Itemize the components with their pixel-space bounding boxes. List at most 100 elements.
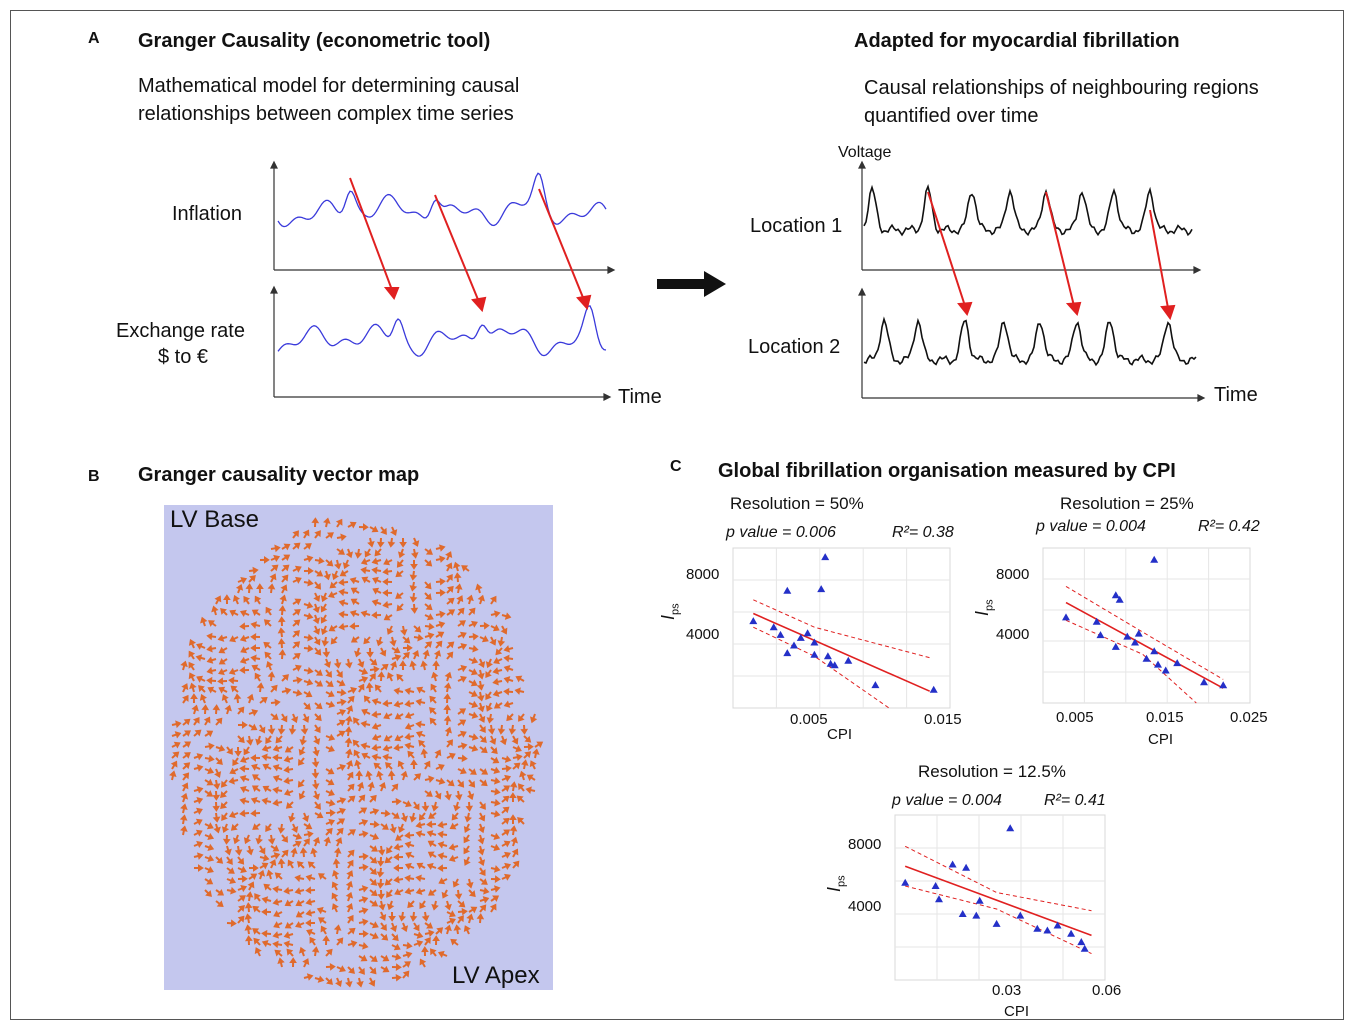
chart-3-xlabel: CPI [1004,1003,1030,1020]
vector-arrowhead [299,847,308,854]
chart-3-points [901,824,1089,952]
vector-arrowhead [379,649,387,657]
vector-arrowhead [430,683,438,691]
vector-arrowhead [450,938,458,946]
vector-arrowhead [239,775,247,783]
vector-arrowhead [272,753,279,762]
vector-arrowhead [389,640,397,647]
vector-arrowhead [315,702,323,710]
vector-arrowhead [240,865,247,874]
vector-arrowhead [404,711,412,719]
vector-arrowhead [294,598,302,606]
vector-arrowhead [350,686,358,694]
vector-arrowhead [502,806,510,814]
vector-arrowhead [518,714,525,722]
vector-arrowhead [281,574,289,582]
vector-arrowhead [196,840,204,848]
vector-arrowhead [365,770,373,777]
vector-arrowhead [370,878,378,886]
vector-arrowhead [283,543,291,551]
vector-arrowhead [207,866,214,874]
vector-arrowhead [305,909,312,917]
vector-arrowhead [478,869,486,877]
vector-arrowhead [510,836,518,844]
vector-arrowhead [198,685,205,693]
chart-2-data-point [1150,647,1159,655]
vector-arrowhead [261,908,267,916]
vector-arrowhead [265,606,273,614]
vector-arrowhead [328,818,336,827]
vector-arrowhead [290,847,298,854]
vector-arrowhead [360,742,367,750]
vector-arrowhead [281,835,288,843]
vector-arrowhead [455,794,463,801]
vector-arrowhead [183,762,191,770]
vector-arrowhead [476,913,485,920]
vector-arrowhead [428,775,435,783]
vector-field [169,517,544,988]
vector-arrowhead [461,907,468,916]
vector-arrowhead [376,541,385,548]
chart-2-data-point [1134,629,1143,637]
chart-1-data-point [823,652,832,660]
vector-arrowhead [427,851,435,859]
vector-arrowhead [494,798,501,807]
vector-arrowhead [240,576,248,585]
vector-arrowhead [221,694,229,702]
vector-arrowhead [367,781,375,789]
vector-arrowhead [453,572,462,579]
vector-arrowhead [407,644,413,652]
vector-arrowhead [463,847,470,855]
chart-2-data-point [1150,555,1159,563]
vector-arrowhead [346,903,354,910]
vector-arrowhead [244,924,253,931]
vector-arrowhead [431,805,439,812]
chart-2-ci-upper [1065,585,1224,680]
vector-arrowhead [212,704,221,711]
vector-arrowhead [267,838,276,845]
chart-3-data-point [962,863,971,871]
vector-arrowhead [404,874,411,883]
vector-arrowhead [426,922,434,929]
vector-arrowhead [336,937,344,945]
vector-arrowhead [407,901,415,909]
vector-arrowhead [394,734,402,742]
vector-arrowhead [328,700,336,709]
vector-arrowhead [278,649,287,656]
vector-arrowhead [218,646,226,654]
vector-arrowhead [423,760,431,768]
vector-arrowhead [383,712,391,720]
vector-arrowhead [532,748,540,755]
panel-c-label: C [670,458,682,475]
vector-arrowhead [439,555,446,563]
vector-arrowhead [404,699,411,708]
vector-arrowhead [252,928,260,935]
vector-arrowhead [327,690,335,698]
vector-arrowhead [239,656,247,665]
vector-arrowhead [196,796,204,805]
vector-arrowhead [175,720,182,729]
vector-arrowhead [452,880,460,888]
vector-arrowhead [338,818,346,825]
vector-arrowhead [360,566,367,575]
vector-arrowhead [254,893,261,901]
vector-arrowhead [305,898,312,906]
vector-arrowhead [415,821,422,829]
vector-arrowhead [377,671,386,678]
vector-arrowhead [489,638,497,646]
vector-arrowhead [456,595,464,603]
lv-base-label: LV Base [170,506,259,533]
chart-1-data-point [776,630,785,638]
vector-arrowhead [220,608,227,615]
vector-arrowhead [434,792,442,800]
vector-arrowhead [291,825,299,833]
vector-arrowhead [263,883,271,891]
vector-arrowhead [302,715,310,723]
vector-arrowhead [374,549,382,557]
vector-arrowhead [283,788,291,797]
vector-arrowhead [246,848,254,856]
chart-3-data-point [1053,921,1062,929]
vector-arrowhead [192,716,200,724]
vector-arrowhead [404,687,411,695]
vector-arrowhead [404,742,411,750]
